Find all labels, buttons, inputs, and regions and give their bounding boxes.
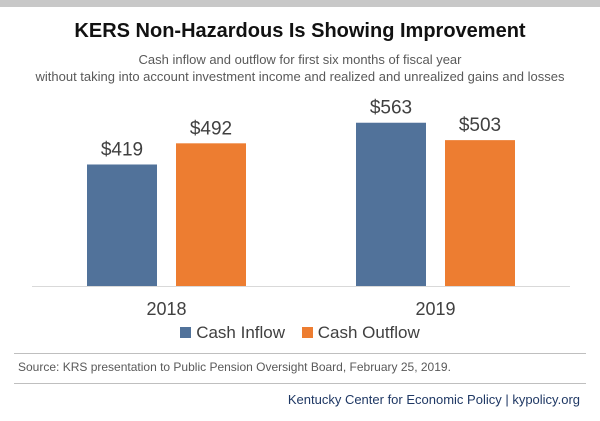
data-label-cash-outflow-2018: $492	[190, 118, 232, 139]
chart-legend: Cash Inflow Cash Outflow	[0, 322, 600, 343]
x-tick-label-2019: 2019	[415, 299, 455, 319]
legend-item-cash-outflow: Cash Outflow	[301, 322, 420, 343]
legend-label-cash-outflow: Cash Outflow	[317, 322, 420, 342]
x-tick-label-2018: 2018	[146, 299, 186, 319]
divider-top	[14, 353, 586, 354]
source-note: Source: KRS presentation to Public Pensi…	[18, 360, 451, 374]
bar-cash-inflow-2018	[87, 164, 157, 286]
data-label-cash-inflow-2019: $563	[370, 98, 412, 119]
subtitle-line-1: Cash inflow and outflow for first six mo…	[138, 52, 462, 67]
divider-bottom	[14, 383, 586, 384]
top-rule	[0, 0, 600, 7]
legend-label-cash-inflow: Cash Inflow	[196, 322, 286, 342]
legend-swatch-cash-outflow	[301, 326, 313, 338]
data-label-cash-inflow-2018: $419	[101, 139, 143, 160]
chart-subtitle: Cash inflow and outflow for first six mo…	[0, 51, 600, 85]
bar-cash-outflow-2018	[176, 143, 246, 286]
bar-cash-inflow-2019	[356, 122, 426, 286]
chart-title: KERS Non-Hazardous Is Showing Improvemen…	[74, 20, 526, 42]
legend-item-cash-inflow: Cash Inflow	[180, 323, 285, 343]
bar-cash-outflow-2019	[445, 140, 515, 286]
footer-credit: Kentucky Center for Economic Policy | ky…	[287, 392, 580, 407]
data-label-cash-outflow-2019: $503	[459, 115, 501, 136]
subtitle-line-2: without taking into account investment i…	[35, 69, 565, 84]
legend-swatch-cash-inflow	[180, 326, 192, 338]
